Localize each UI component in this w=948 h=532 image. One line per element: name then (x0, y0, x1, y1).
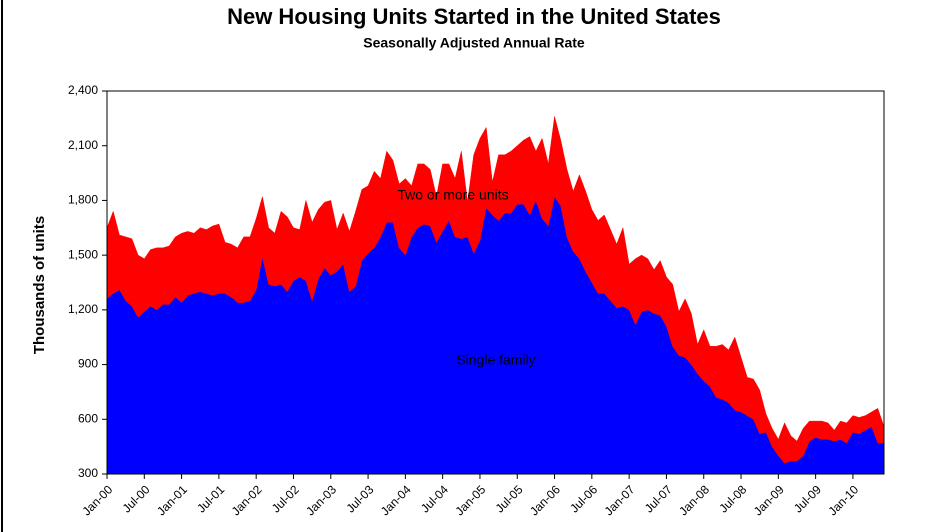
y-tick-label: 1,800 (68, 193, 98, 207)
y-tick-label: 1,200 (68, 302, 98, 316)
plot-border (106, 90, 885, 475)
series-label: Single family (456, 352, 535, 368)
y-tick-label: 300 (78, 466, 98, 480)
chart-title: New Housing Units Started in the United … (227, 4, 721, 29)
y-tick-label: 600 (78, 411, 98, 425)
y-axis-title: Thousands of units (31, 216, 48, 354)
y-tick-label: 2,100 (68, 138, 98, 152)
y-tick-label: 2,400 (68, 83, 98, 97)
chart-subtitle: Seasonally Adjusted Annual Rate (363, 35, 585, 51)
series-label: Two or more units (397, 187, 508, 203)
y-tick-label: 1,500 (68, 247, 98, 261)
y-tick-label: 900 (78, 357, 98, 371)
